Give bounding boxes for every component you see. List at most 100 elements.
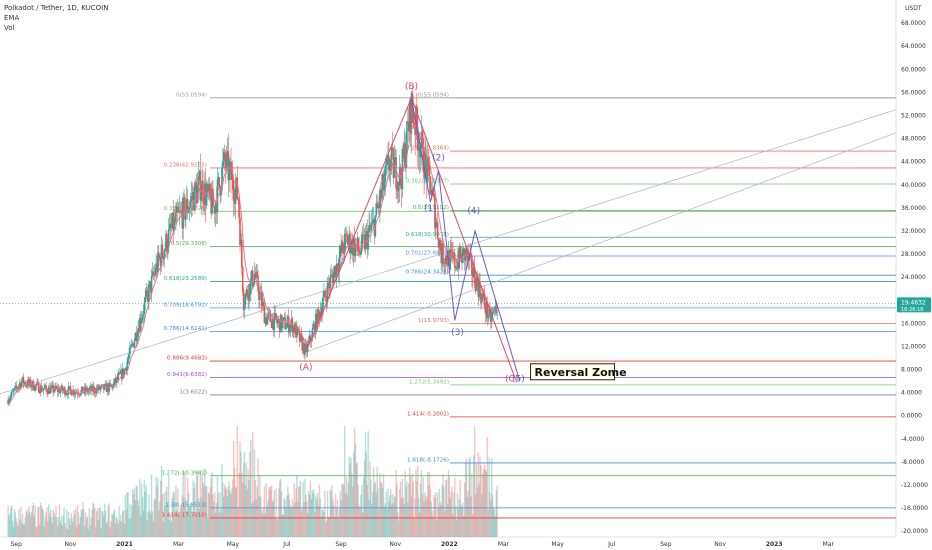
candle-body — [216, 179, 219, 213]
x-tick-label: Sep — [335, 541, 347, 548]
volume-bar — [170, 521, 173, 537]
candle-body — [426, 156, 429, 182]
impulse-wave-path[interactable] — [410, 97, 521, 382]
volume-bar — [321, 509, 323, 537]
volume-bar — [424, 492, 426, 537]
candle-body — [150, 275, 153, 293]
volume-bar — [328, 517, 331, 537]
candle-body — [27, 379, 29, 387]
volume-bar — [133, 488, 136, 537]
volume-bar — [344, 492, 347, 537]
volume-bar — [190, 502, 192, 537]
candle-body — [429, 176, 432, 195]
candle-body — [164, 248, 166, 252]
volume-bar — [181, 495, 183, 537]
volume-bar — [131, 489, 134, 537]
volume-bar — [177, 488, 179, 537]
volume-bar — [470, 496, 472, 537]
volume-bar — [453, 492, 455, 537]
candle-body — [250, 270, 253, 279]
volume-bar — [204, 468, 206, 537]
candle-body — [463, 248, 466, 261]
candle-body — [303, 342, 305, 355]
volume-bar — [43, 526, 45, 537]
candle-body — [380, 188, 383, 199]
y-tick-label: 24.0000 — [901, 274, 926, 281]
candle-body — [315, 313, 318, 329]
fib-level-label: 0.618(30.9078) — [405, 232, 449, 238]
volume-bar — [464, 462, 467, 537]
candle-body — [228, 165, 230, 181]
candle-body — [209, 184, 212, 197]
candle-body — [180, 210, 183, 211]
volume-bar — [330, 491, 332, 537]
candle-body — [384, 165, 387, 182]
candle-body — [307, 340, 310, 344]
candle-body — [181, 210, 184, 229]
candle-body — [233, 200, 236, 204]
volume-bar — [266, 505, 268, 537]
volume-bar — [287, 486, 289, 537]
reversal-zone-callout[interactable]: Reversal Zome — [530, 363, 627, 381]
volume-bar — [281, 515, 284, 537]
legend-symbol[interactable]: Polkadot / Tether, 1D, KUCOIN — [4, 4, 109, 12]
fib-level-label: 0.941(6.6382) — [167, 372, 207, 378]
wave-label: (2) — [432, 154, 445, 164]
candle-body — [336, 263, 339, 271]
candle-body — [363, 235, 366, 250]
candle-body — [194, 182, 196, 211]
candle-body — [14, 385, 17, 388]
x-tick-label: Nov — [389, 541, 401, 548]
candle-body — [41, 390, 44, 392]
volume-bar — [39, 524, 41, 537]
volume-bar — [300, 510, 303, 537]
candle-body — [85, 388, 88, 392]
candle-body — [482, 294, 485, 298]
volume-bar — [109, 527, 111, 537]
volume-bar — [103, 516, 105, 537]
volume-bar — [296, 475, 298, 537]
candle-body — [491, 311, 494, 315]
volume-bar — [128, 518, 130, 537]
candle-body — [273, 312, 276, 331]
legend-ema[interactable]: EMA — [4, 14, 20, 22]
volume-bar — [242, 463, 245, 537]
volume-bar — [457, 508, 460, 537]
candle-body — [315, 313, 317, 334]
candle-body — [91, 385, 93, 392]
candle-body — [416, 127, 419, 151]
volume-bar — [234, 486, 237, 537]
volume-bar — [384, 503, 386, 537]
volume-bar — [20, 506, 22, 537]
volume-bar — [60, 516, 63, 537]
volume-bar — [153, 499, 155, 537]
volume-bar — [284, 500, 286, 537]
candle-body — [456, 261, 459, 270]
candle-body — [160, 244, 163, 267]
candle-body — [472, 274, 474, 277]
volume-bar — [463, 516, 465, 537]
volume-bar — [485, 471, 488, 537]
volume-bar — [339, 491, 341, 537]
x-tick-label: Jul — [282, 541, 291, 548]
volume-bar — [87, 529, 90, 537]
volume-bar — [218, 512, 220, 537]
volume-bar — [353, 451, 355, 537]
volume-bar — [95, 511, 98, 537]
currency-label: USDT — [905, 5, 922, 12]
volume-bar — [316, 493, 319, 537]
candle-body — [454, 267, 457, 268]
candle-body — [231, 173, 233, 180]
legend-vol[interactable]: Vol — [4, 24, 15, 32]
candle-body — [46, 388, 48, 393]
candle-body — [47, 392, 49, 394]
candle-body — [392, 149, 395, 178]
candle-body — [83, 392, 85, 394]
volume-bar — [427, 485, 430, 537]
candle-body — [471, 256, 473, 275]
callout-box[interactable] — [530, 363, 616, 381]
candle-body — [102, 384, 104, 385]
trendline[interactable] — [305, 132, 897, 353]
price-axis-panel[interactable] — [896, 0, 932, 550]
